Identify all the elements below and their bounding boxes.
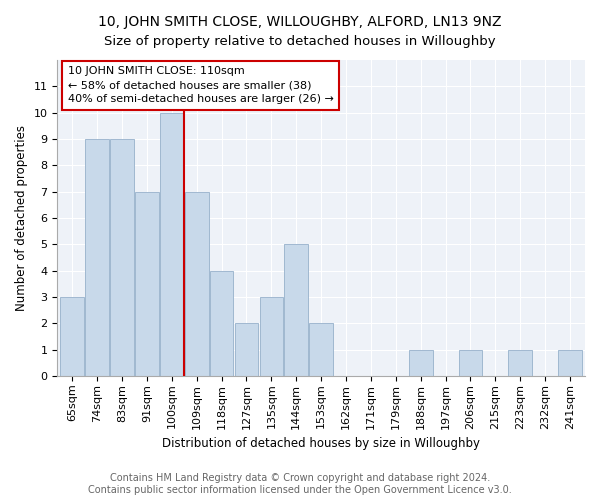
Bar: [310, 324, 333, 376]
Bar: [110, 139, 134, 376]
Bar: [458, 350, 482, 376]
Text: Size of property relative to detached houses in Willoughby: Size of property relative to detached ho…: [104, 35, 496, 48]
Bar: [284, 244, 308, 376]
Bar: [235, 324, 258, 376]
Bar: [185, 192, 209, 376]
Text: 10 JOHN SMITH CLOSE: 110sqm
← 58% of detached houses are smaller (38)
40% of sem: 10 JOHN SMITH CLOSE: 110sqm ← 58% of det…: [68, 66, 334, 104]
Text: 10, JOHN SMITH CLOSE, WILLOUGHBY, ALFORD, LN13 9NZ: 10, JOHN SMITH CLOSE, WILLOUGHBY, ALFORD…: [98, 15, 502, 29]
Bar: [210, 270, 233, 376]
X-axis label: Distribution of detached houses by size in Willoughby: Distribution of detached houses by size …: [162, 437, 480, 450]
Bar: [260, 297, 283, 376]
Bar: [135, 192, 159, 376]
Bar: [508, 350, 532, 376]
Text: Contains HM Land Registry data © Crown copyright and database right 2024.
Contai: Contains HM Land Registry data © Crown c…: [88, 474, 512, 495]
Bar: [85, 139, 109, 376]
Y-axis label: Number of detached properties: Number of detached properties: [15, 125, 28, 311]
Bar: [160, 112, 184, 376]
Bar: [409, 350, 433, 376]
Bar: [558, 350, 582, 376]
Bar: [61, 297, 84, 376]
